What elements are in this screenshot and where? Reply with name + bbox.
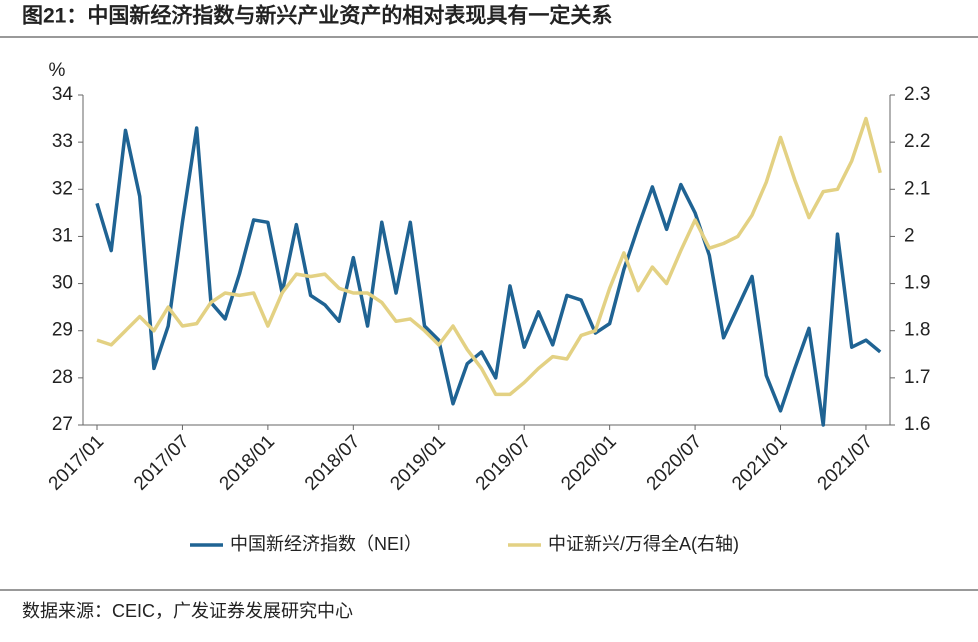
y-tick-label: 32 [52,178,73,199]
y2-tick-label: 1.7 [904,367,930,388]
y-tick-label: 30 [52,273,73,294]
x-tick-label: 2020/01 [557,431,620,494]
x-tick-label: 2018/07 [301,431,364,494]
x-tick-label: 2017/01 [45,431,108,494]
y2-tick-label: 2.2 [904,131,930,152]
y-tick-label: 33 [52,131,73,152]
y2-tick-label: 2 [904,225,915,246]
y-tick-label: 28 [52,367,73,388]
y-tick-label: 29 [52,320,73,341]
series-line [95,126,882,427]
x-tick-label: 2020/07 [643,431,706,494]
x-tick-label: 2019/01 [386,431,449,494]
x-tick-label: 2019/07 [472,431,535,494]
legend-label: 中国新经济指数（NEI） [230,534,422,554]
y2-tick-label: 2.1 [904,178,930,199]
x-tick-label: 2017/07 [130,431,193,494]
x-tick-label: 2021/07 [814,431,877,494]
chart-title: 图21：中国新经济指数与新兴产业资产的相对表现具有一定关系 [22,4,612,28]
series-line [96,116,882,397]
source: 数据来源：CEIC，广发证券发展研究中心 [22,601,353,621]
legend-label: 中证新兴/万得全A(右轴) [548,534,739,554]
y-axis-label: % [49,60,66,81]
y2-tick-label: 1.9 [904,273,930,294]
y2-tick-label: 1.8 [904,320,930,341]
y2-tick-label: 1.6 [904,414,930,435]
x-tick-label: 2018/01 [216,431,279,494]
y-tick-label: 31 [52,225,73,246]
x-tick-label: 2021/01 [728,431,791,494]
y-tick-label: 27 [52,414,73,435]
y-tick-label: 34 [52,84,74,105]
y2-tick-label: 2.3 [904,84,930,105]
